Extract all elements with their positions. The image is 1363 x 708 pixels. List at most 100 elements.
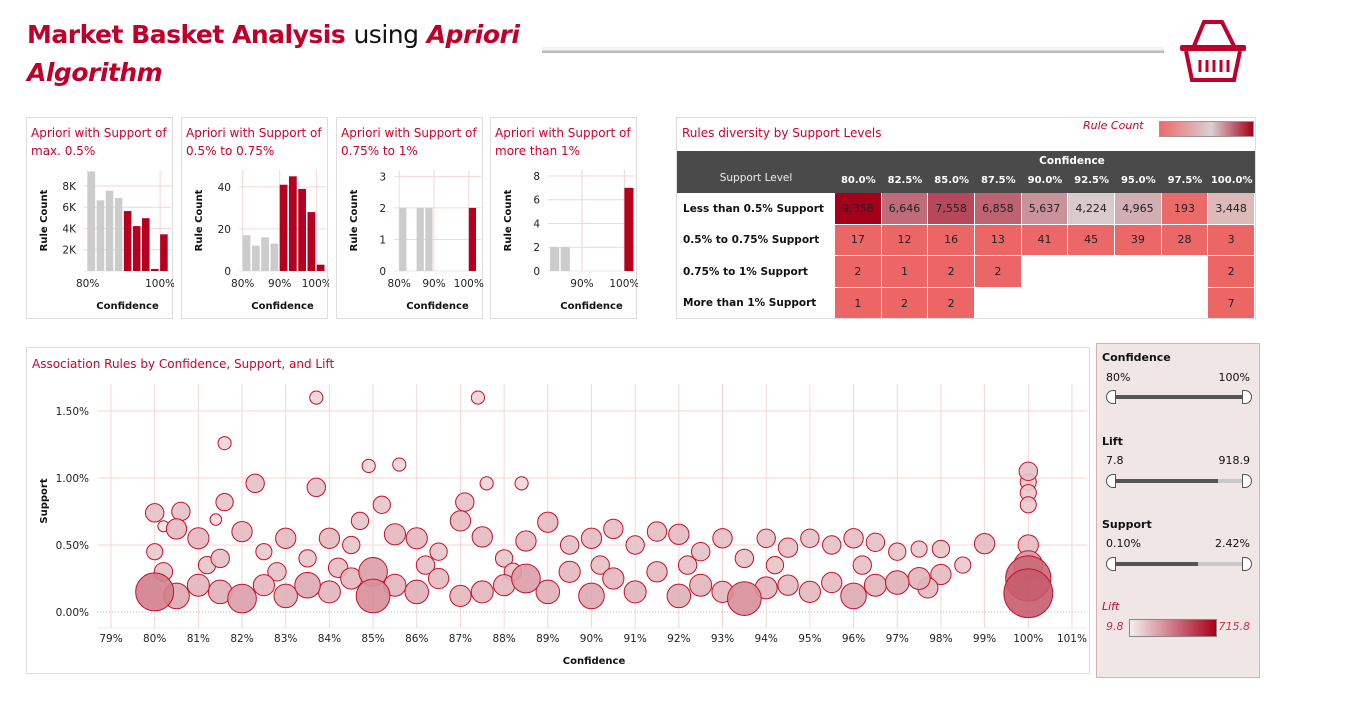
rule-point[interactable] (171, 501, 191, 522)
bar[interactable] (261, 237, 269, 271)
bar[interactable] (316, 264, 325, 271)
bar[interactable] (416, 207, 424, 271)
rule-point[interactable] (146, 543, 164, 561)
slider-handle-max[interactable] (1242, 474, 1252, 488)
bar[interactable] (270, 243, 279, 271)
heatmap-cell[interactable]: 1 (835, 287, 881, 319)
heatmap-cell[interactable]: 28 (1161, 224, 1208, 256)
rule-point[interactable] (777, 537, 799, 558)
rule-point[interactable] (765, 555, 785, 575)
rule-point[interactable] (931, 539, 951, 559)
scatter-plot[interactable]: 0.00% 0.50% 1.00% 1.50% 79% 80% 81% 82% 83% 84% 85… (27, 348, 1091, 675)
bar-chart[interactable]: 2K 4K 6K 8K 80% 100% Rule Count Confidence (27, 118, 174, 320)
rule-point[interactable] (494, 549, 514, 568)
rule-point[interactable] (273, 583, 298, 609)
heatmap-cell[interactable]: 2 (1208, 256, 1254, 287)
rule-point[interactable] (690, 542, 711, 562)
rule-point[interactable] (135, 572, 175, 612)
rule-point[interactable] (392, 457, 407, 472)
rule-point[interactable] (318, 527, 341, 549)
rule-point[interactable] (415, 555, 436, 575)
heatmap-cell[interactable]: 41 (1021, 224, 1068, 256)
rule-point[interactable] (646, 521, 668, 542)
slider-handle-min[interactable] (1106, 390, 1116, 404)
rule-point[interactable] (843, 528, 864, 549)
rule-point[interactable] (405, 527, 428, 550)
rule-point[interactable] (350, 511, 370, 531)
bar[interactable] (114, 198, 123, 271)
rule-point[interactable] (306, 477, 326, 498)
heatmap-cell[interactable]: 2 (835, 256, 881, 287)
bar[interactable] (298, 188, 306, 271)
bar[interactable] (123, 211, 132, 271)
rule-point[interactable] (255, 543, 273, 561)
rule-point[interactable] (888, 542, 907, 561)
heatmap-cell[interactable]: 2 (975, 256, 1021, 287)
rule-point[interactable] (429, 542, 448, 561)
bar[interactable] (151, 268, 159, 271)
rule-point[interactable] (404, 579, 430, 605)
heatmap-cell[interactable]: 16 (928, 224, 974, 256)
rule-point[interactable] (470, 390, 485, 405)
rule-point[interactable] (252, 574, 275, 597)
bar[interactable] (425, 207, 433, 271)
heatmap-cell[interactable]: 17 (835, 224, 881, 256)
rule-point[interactable] (514, 476, 529, 491)
bar[interactable] (87, 171, 96, 271)
support-slider[interactable] (1106, 557, 1252, 571)
rule-point[interactable] (756, 528, 776, 548)
rule-point[interactable] (187, 527, 210, 550)
rule-point[interactable] (590, 555, 610, 575)
heatmap-cell[interactable]: 13 (975, 224, 1021, 256)
bar[interactable] (279, 184, 288, 271)
rule-point[interactable] (511, 563, 541, 594)
rule-point[interactable] (165, 518, 188, 540)
bar[interactable] (624, 187, 634, 271)
rule-point[interactable] (427, 567, 450, 590)
slider-handle-max[interactable] (1242, 557, 1252, 571)
bar[interactable] (399, 207, 407, 271)
bar-chart[interactable]: 0 20 40 80% 90% 100% Rule Count Confidence (182, 118, 329, 320)
rule-point[interactable] (227, 583, 257, 614)
rule-point[interactable] (821, 571, 843, 594)
heatmap-cell[interactable]: 9,358 (835, 193, 881, 224)
rule-point[interactable] (210, 548, 230, 569)
heatmap-cell[interactable]: 193 (1161, 193, 1208, 224)
rule-point[interactable] (535, 579, 561, 605)
slider-handle-max[interactable] (1242, 390, 1252, 404)
slider-handle-min[interactable] (1106, 474, 1116, 488)
bar[interactable] (132, 226, 141, 271)
heatmap-cell[interactable]: 6,646 (881, 193, 928, 224)
rule-point[interactable] (865, 532, 886, 553)
rule-point[interactable] (603, 518, 624, 540)
heatmap-cell[interactable]: 3,448 (1208, 193, 1254, 224)
rule-point[interactable] (144, 503, 165, 523)
heatmap-cell[interactable]: 3 (1208, 224, 1254, 256)
heatmap-cell[interactable]: 2 (881, 287, 928, 319)
bar[interactable] (142, 218, 150, 271)
heatmap-cell[interactable]: 4,224 (1068, 193, 1114, 224)
bar[interactable] (468, 207, 477, 271)
rule-point[interactable] (907, 567, 931, 590)
heatmap-cell[interactable]: 7 (1208, 287, 1254, 319)
heatmap-cell[interactable]: 7,558 (928, 193, 974, 224)
rule-point[interactable] (383, 523, 407, 546)
rule-point[interactable] (231, 520, 253, 543)
heatmap-cell[interactable]: 39 (1115, 224, 1161, 256)
rule-point[interactable] (471, 526, 493, 548)
rule-point[interactable] (558, 560, 581, 583)
rule-point[interactable] (668, 523, 690, 545)
rule-point[interactable] (689, 573, 713, 597)
rule-point[interactable] (954, 556, 972, 574)
rule-point[interactable] (578, 582, 605, 610)
bar[interactable] (105, 190, 114, 271)
rule-point[interactable] (309, 390, 324, 405)
rule-point[interactable] (1018, 461, 1038, 481)
rule-point[interactable] (1019, 496, 1037, 514)
rule-point[interactable] (800, 528, 820, 548)
heatmap-cell[interactable]: 1 (881, 256, 928, 287)
heatmap-cell[interactable]: 2 (928, 287, 974, 319)
rule-point[interactable] (361, 458, 376, 474)
rule-point[interactable] (677, 555, 698, 575)
rule-point[interactable] (294, 571, 321, 599)
